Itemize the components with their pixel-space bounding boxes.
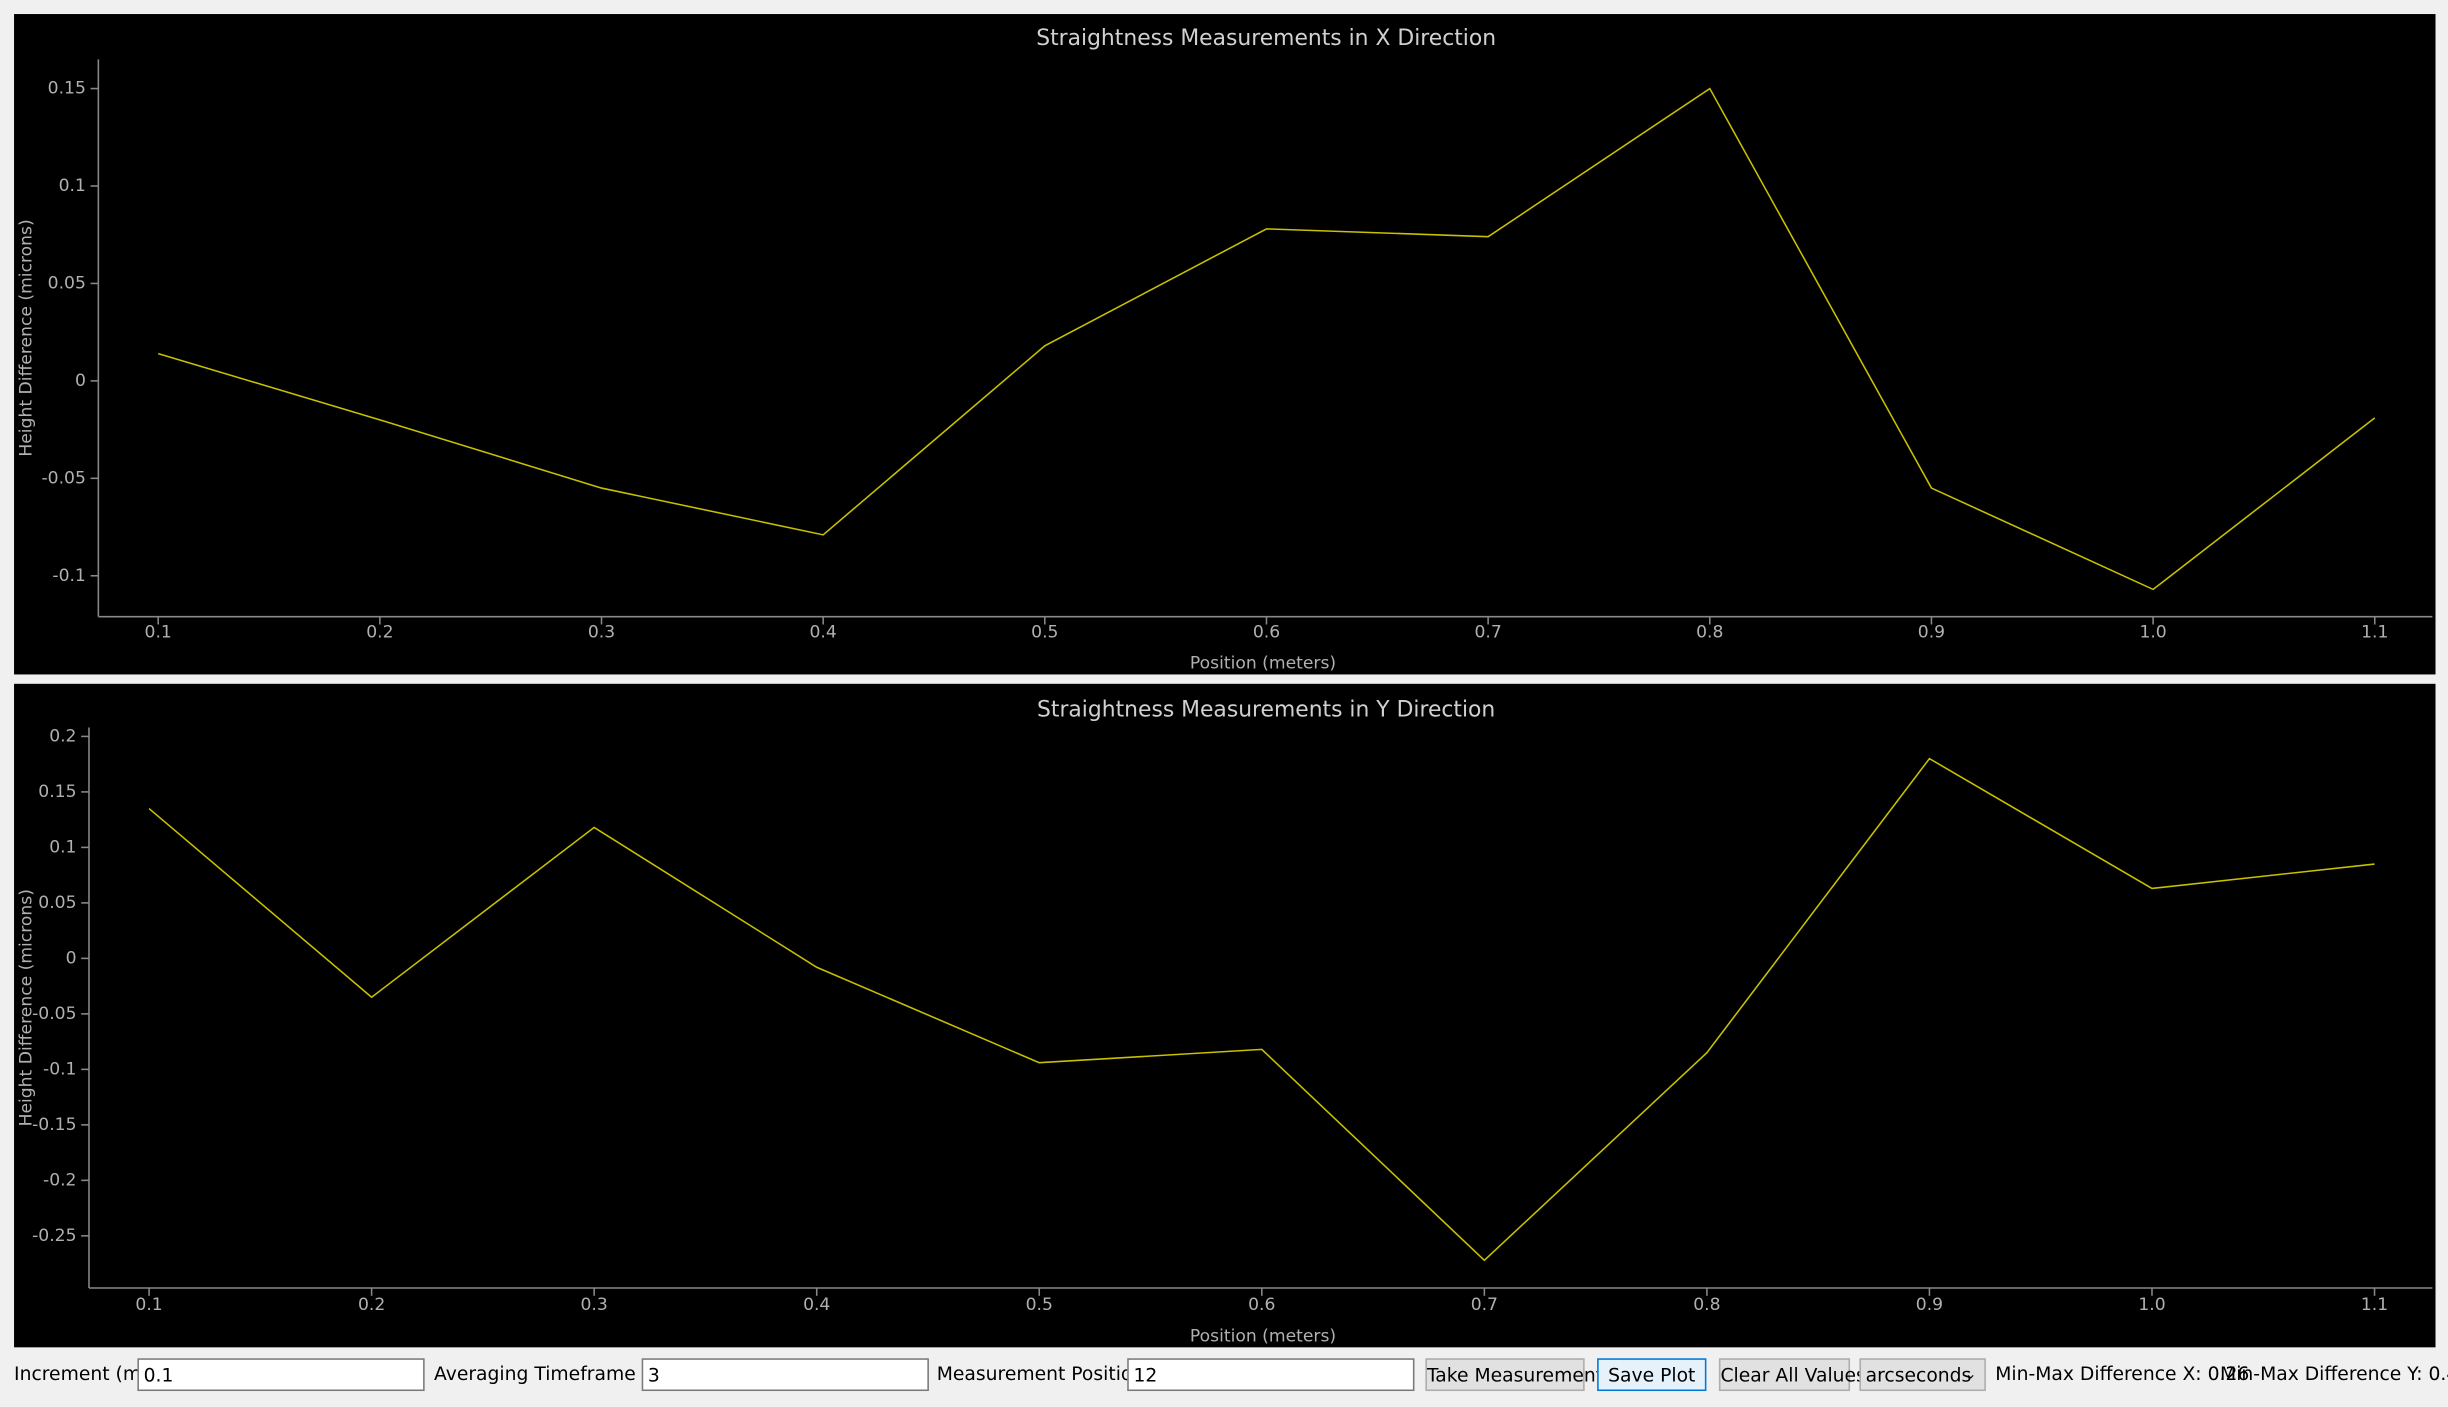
y-tick-label: 0.15: [48, 79, 86, 99]
label: Measurement Position:: [936, 1362, 1151, 1385]
y-tick-label: 0.15: [38, 782, 76, 802]
x-axis-label: Position (meters): [1190, 1326, 1336, 1346]
y-tick-label: -0.1: [52, 566, 85, 586]
status-text: Min-Max Difference X: 0.26: [1995, 1362, 2250, 1385]
text-input[interactable]: 3: [641, 1358, 929, 1392]
x-tick-label: 1.1: [2361, 1295, 2388, 1315]
y-tick-label: 0.1: [59, 176, 86, 196]
y-axis-label: Height Difference (microns): [17, 889, 37, 1126]
x-tick-label: 0.6: [1248, 1295, 1275, 1315]
x-tick-label: 1.1: [2361, 622, 2388, 642]
x-tick-label: 0.5: [1026, 1295, 1053, 1315]
text-input[interactable]: 0.1: [137, 1358, 425, 1392]
x-tick-label: 0.9: [1916, 1295, 1943, 1315]
x-axis-label: Position (meters): [1190, 654, 1336, 674]
x-tick-label: 0.4: [803, 1295, 830, 1315]
y-tick-label: 0: [75, 371, 86, 391]
plot-panel: [14, 14, 2436, 675]
y-tick-label: -0.05: [32, 1004, 76, 1024]
y-tick-label: 0.2: [49, 726, 76, 746]
y-tick-label: -0.25: [32, 1226, 76, 1246]
x-tick-label: 0.3: [581, 1295, 608, 1315]
y-tick-label: -0.1: [43, 1059, 76, 1079]
x-tick-label: 0.2: [358, 1295, 385, 1315]
button[interactable]: Save Plot: [1597, 1358, 1707, 1392]
x-tick-label: 0.7: [1471, 1295, 1498, 1315]
data-line: [157, 87, 2376, 591]
label: Averaging Timeframe (s):: [434, 1362, 673, 1385]
y-tick-label: 0.1: [49, 837, 76, 857]
chart-title: Straightness Measurements in Y Direction: [1037, 697, 1495, 722]
dropdown-value: arcseconds: [1865, 1364, 1972, 1387]
y-tick-label: -0.15: [32, 1115, 76, 1135]
y-axis-label: Height Difference (microns): [17, 219, 37, 456]
y-tick-label: 0.05: [38, 893, 76, 913]
x-tick-label: 0.7: [1474, 622, 1501, 642]
dropdown[interactable]: arcseconds ⌄: [1859, 1358, 1986, 1392]
y-tick-label: 0: [66, 948, 77, 968]
x-tick-label: 0.5: [1031, 622, 1058, 642]
x-tick-label: 0.4: [810, 622, 837, 642]
x-tick-label: 0.3: [588, 622, 615, 642]
status-text: Min-Max Difference Y: 0.45: [2220, 1362, 2448, 1385]
x-tick-label: 0.8: [1693, 1295, 1720, 1315]
x-tick-label: 1.0: [2138, 1295, 2165, 1315]
button[interactable]: Clear All Values: [1718, 1358, 1866, 1392]
x-tick-label: 0.8: [1696, 622, 1723, 642]
button[interactable]: Take Measurement: [1425, 1358, 1603, 1392]
label: Increment (m):: [14, 1362, 155, 1385]
y-tick-label: 0.05: [48, 273, 86, 293]
y-tick-label: -0.2: [43, 1170, 76, 1190]
x-tick-label: 0.1: [135, 1295, 162, 1315]
plot-panel: [14, 683, 2436, 1348]
x-tick-label: 1.0: [2139, 622, 2166, 642]
y-tick-label: -0.05: [41, 468, 85, 488]
x-tick-label: 0.1: [145, 622, 172, 642]
x-tick-label: 0.6: [1253, 622, 1280, 642]
x-tick-label: 0.9: [1918, 622, 1945, 642]
chart-title: Straightness Measurements in X Direction: [1036, 26, 1496, 51]
text-input[interactable]: 12: [1127, 1358, 1415, 1392]
charts: Straightness Measurements in X Direction…: [14, 14, 2436, 1348]
x-tick-label: 0.2: [366, 622, 393, 642]
data-line: [148, 757, 2375, 1262]
dropdown-arrow: ⌄: [1964, 1367, 1977, 1384]
